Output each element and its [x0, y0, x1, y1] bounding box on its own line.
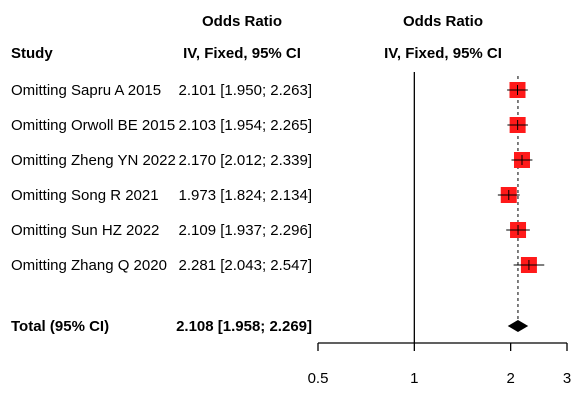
study-label: Omitting Song R 2021 [11, 187, 159, 204]
effect-subtitle: IV, Fixed, 95% CI [183, 45, 301, 62]
total-label: Total (95% CI) [11, 318, 109, 335]
plot-title: Odds Ratio [403, 13, 483, 30]
study-ci-text: 2.101 [1.950; 2.263] [179, 82, 312, 99]
plot-marks [413, 72, 545, 343]
x-tick-label: 1 [410, 370, 418, 387]
study-ci-text: 1.973 [1.824; 2.134] [179, 187, 312, 204]
total-ci-text: 2.108 [1.958; 2.269] [176, 318, 312, 335]
total-row: Total (95% CI) 2.108 [1.958; 2.269] [11, 318, 312, 335]
header-group: Odds Ratio Study IV, Fixed, 95% CI Odds … [11, 13, 502, 62]
x-tick-label: 0.5 [308, 370, 329, 387]
study-ci-text: 2.109 [1.937; 2.296] [179, 222, 312, 239]
study-label: Omitting Zheng YN 2022 [11, 152, 176, 169]
effect-title: Odds Ratio [202, 13, 282, 30]
study-column-header: Study [11, 45, 53, 62]
study-label: Omitting Sapru A 2015 [11, 82, 161, 99]
study-label: Omitting Zhang Q 2020 [11, 257, 167, 274]
study-label: Omitting Sun HZ 2022 [11, 222, 159, 239]
x-tick-label: 2 [506, 370, 514, 387]
study-ci-text: 2.170 [2.012; 2.339] [179, 152, 312, 169]
study-ci-text: 2.281 [2.043; 2.547] [179, 257, 312, 274]
total-diamond [507, 320, 529, 332]
study-label: Omitting Orwoll BE 2015 [11, 117, 175, 134]
study-ci-text: 2.103 [1.954; 2.265] [179, 117, 312, 134]
x-tick-label: 3 [563, 370, 571, 387]
plot-subtitle: IV, Fixed, 95% CI [384, 45, 502, 62]
x-axis: 0.5 1 2 3 [308, 342, 571, 387]
study-rows: Omitting Sapru A 2015 2.101 [1.950; 2.263… [11, 82, 312, 274]
